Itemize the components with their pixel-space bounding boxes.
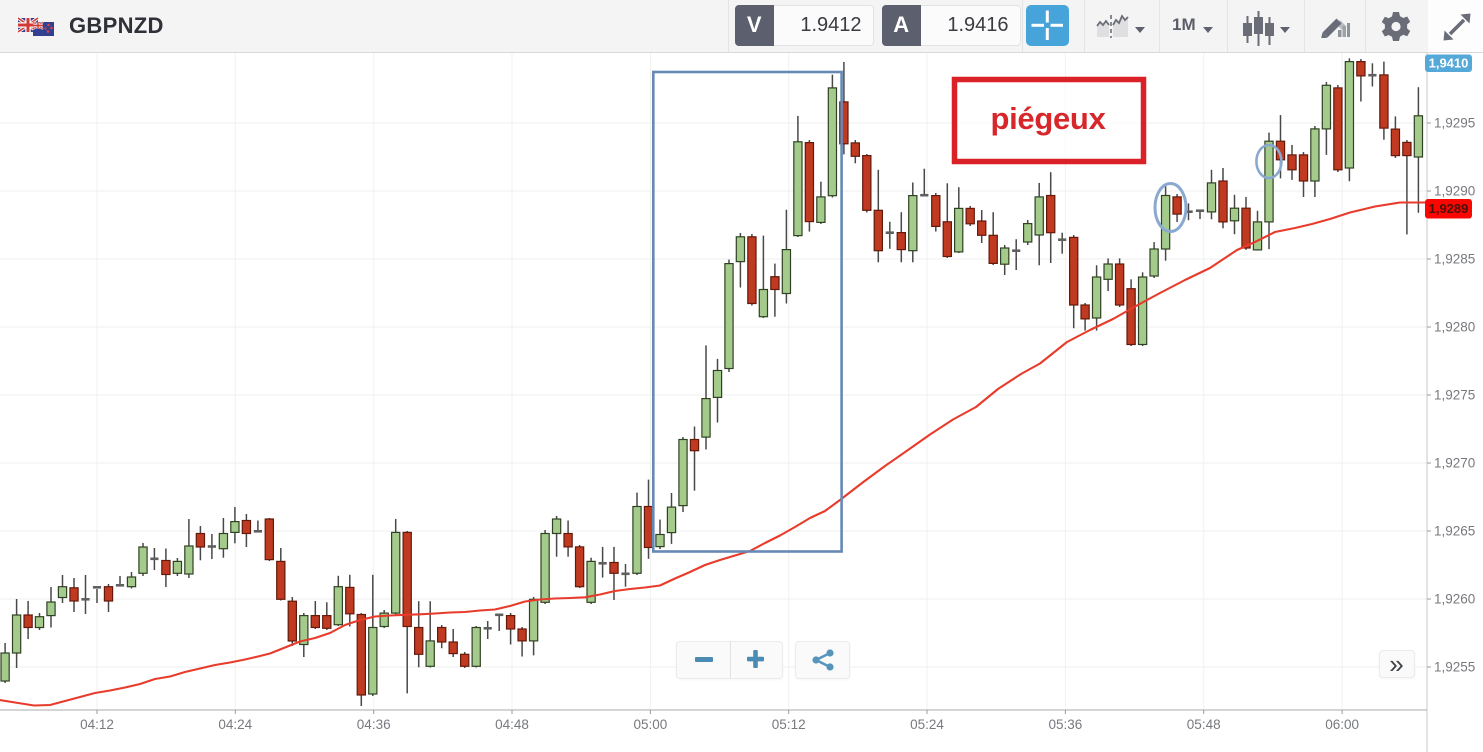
svg-text:1,9280: 1,9280: [1434, 320, 1475, 335]
svg-text:04:12: 04:12: [80, 717, 114, 732]
svg-text:1,9290: 1,9290: [1434, 184, 1475, 199]
svg-text:1,9275: 1,9275: [1434, 388, 1475, 403]
svg-text:05:00: 05:00: [634, 717, 668, 732]
svg-text:1,9270: 1,9270: [1434, 456, 1475, 471]
svg-text:1,9255: 1,9255: [1434, 660, 1475, 675]
svg-text:1,9295: 1,9295: [1434, 116, 1475, 131]
svg-text:05:12: 05:12: [772, 717, 806, 732]
svg-text:05:48: 05:48: [1187, 717, 1221, 732]
svg-text:04:36: 04:36: [357, 717, 391, 732]
svg-text:1,9289: 1,9289: [1429, 201, 1469, 216]
svg-text:1,9410: 1,9410: [1429, 56, 1469, 71]
svg-text:05:24: 05:24: [910, 717, 944, 732]
svg-text:1,9265: 1,9265: [1434, 524, 1475, 539]
svg-text:1,9260: 1,9260: [1434, 592, 1475, 607]
svg-text:04:48: 04:48: [495, 717, 529, 732]
svg-text:05:36: 05:36: [1049, 717, 1083, 732]
svg-text:04:24: 04:24: [218, 717, 252, 732]
svg-text:06:00: 06:00: [1325, 717, 1359, 732]
svg-text:1,9285: 1,9285: [1434, 252, 1475, 267]
svg-text:piégeux: piégeux: [990, 101, 1106, 136]
